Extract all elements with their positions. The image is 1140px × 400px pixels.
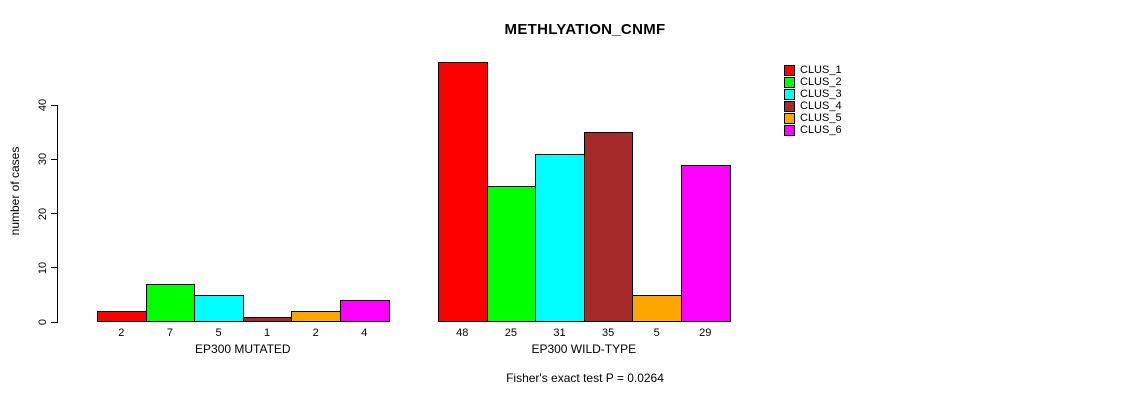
bar-value-label: 1 (264, 327, 271, 339)
y-tick-label: 10 (37, 261, 49, 274)
bar-clus_1-2 (438, 62, 488, 322)
y-tick (51, 213, 57, 214)
y-tick-label: 0 (37, 318, 49, 326)
bar-value-label: 7 (166, 327, 173, 339)
y-tick-label: 30 (37, 153, 49, 166)
legend-label: CLUS_4 (800, 100, 842, 112)
bar-value-label: 4 (361, 327, 368, 339)
legend-color-swatch (784, 77, 795, 88)
bar-value-label: 2 (118, 327, 125, 339)
legend-color-swatch (784, 65, 795, 76)
bar-clus_1-1 (97, 311, 147, 322)
legend-color-swatch (784, 125, 795, 136)
legend-item: CLUS_3 (784, 89, 842, 100)
bar-clus_4-1 (243, 317, 292, 322)
bar-value-label: 35 (601, 327, 615, 339)
legend: CLUS_1 CLUS_2 CLUS_3 CLUS_4 CLUS_5 CLUS_6 (784, 65, 842, 137)
bar-value-label: 29 (699, 327, 712, 339)
bar-clus_2-1 (146, 284, 195, 322)
bar-value-label: 5 (215, 327, 222, 339)
bar-clus_3-1 (194, 295, 244, 322)
bar-value-label: 48 (456, 327, 469, 339)
legend-label: CLUS_1 (800, 64, 842, 76)
annotation-text: Fisher's exact test P = 0.0264 (506, 371, 664, 385)
bar-clus_2-2 (487, 186, 536, 322)
bar-value-label: 25 (504, 327, 518, 339)
bar-value-label: 5 (653, 327, 660, 339)
category-label: EP300 WILD-TYPE (531, 342, 637, 356)
y-tick (51, 321, 57, 323)
bar-clus_6-1 (340, 300, 390, 322)
legend-label: CLUS_6 (800, 124, 842, 136)
y-tick (51, 104, 57, 106)
legend-item: CLUS_5 (784, 113, 842, 124)
y-tick (51, 158, 57, 160)
bar-clus_5-1 (291, 311, 341, 322)
bar-clus_5-2 (632, 295, 682, 322)
chart-title: METHLYATION_CNMF (504, 21, 666, 38)
bar-value-label: 2 (312, 327, 319, 339)
legend-label: CLUS_3 (800, 88, 842, 100)
bar-clus_3-2 (535, 154, 585, 322)
legend-item: CLUS_1 (784, 65, 842, 76)
bar-clus_4-2 (584, 132, 633, 322)
legend-label: CLUS_5 (800, 112, 842, 124)
bar-value-label: 31 (553, 327, 566, 339)
y-tick (51, 267, 57, 269)
legend-item: CLUS_6 (784, 125, 842, 136)
y-tick-label: 40 (37, 98, 49, 112)
y-tick-label: 20 (37, 207, 49, 220)
bar-clus_6-2 (681, 165, 731, 322)
legend-item: CLUS_4 (784, 101, 842, 112)
legend-label: CLUS_2 (800, 76, 842, 88)
y-axis-line (57, 105, 58, 323)
legend-color-swatch (784, 101, 795, 112)
legend-color-swatch (784, 89, 795, 100)
category-label: EP300 MUTATED (195, 342, 291, 356)
legend-item: CLUS_2 (784, 77, 842, 88)
y-axis-label: number of cases (8, 146, 22, 236)
legend-color-swatch (784, 113, 795, 124)
